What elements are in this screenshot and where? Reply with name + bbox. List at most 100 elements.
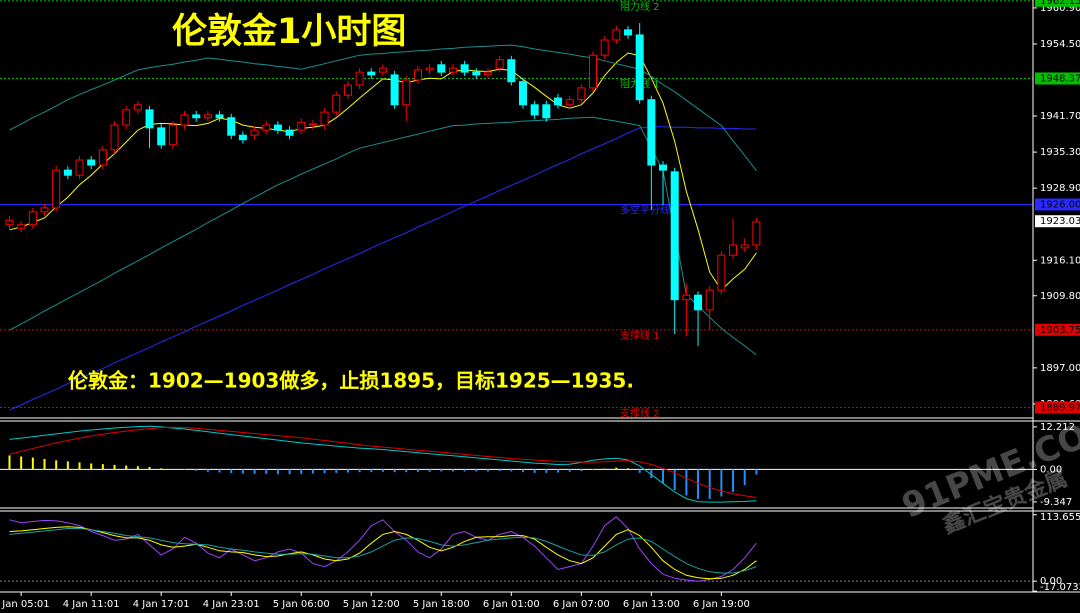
current-price-label: 1923.03: [1040, 216, 1080, 227]
indicator-line: [9, 526, 757, 580]
candle-body: [145, 109, 154, 129]
x-tick-label: 6 Jan 01:00: [483, 599, 540, 610]
y-tick-label: 0.00: [1040, 464, 1062, 475]
candle-body: [518, 81, 527, 106]
level-box: [1035, 401, 1080, 414]
candle-body: [273, 124, 282, 131]
level-name: 多空平分线: [620, 203, 670, 216]
y-tick-label: 1909.80: [1040, 291, 1080, 302]
candle-body: [262, 124, 271, 131]
y-tick-label: 1935.30: [1040, 147, 1080, 158]
level-value: 1903.75: [1040, 325, 1080, 336]
level-box: [1035, 323, 1080, 336]
candle-body: [425, 67, 434, 71]
level-value: 1926.00: [1040, 199, 1080, 210]
level-value: 1948.37: [1040, 73, 1080, 84]
candle-body: [647, 99, 656, 166]
level-box: [1035, 198, 1080, 211]
candle-body: [227, 117, 236, 136]
candle-body: [740, 244, 749, 249]
candle-body: [192, 114, 201, 119]
candle-body: [133, 104, 142, 111]
candle-body: [355, 71, 364, 86]
y-tick-label: -17.0732: [1040, 582, 1080, 593]
candle-body: [729, 244, 738, 256]
candle-body: [110, 124, 119, 151]
indicator-line: [9, 425, 757, 503]
candle-body: [402, 79, 411, 106]
candle-body: [332, 94, 341, 113]
indicator-line: [9, 426, 757, 499]
candle-body: [624, 29, 633, 36]
candle-body: [390, 74, 399, 106]
candle-body: [542, 104, 551, 119]
candle-body: [705, 289, 714, 311]
candle-body: [378, 67, 387, 73]
candle-body: [553, 97, 562, 106]
candle-body: [17, 224, 26, 229]
candle-body: [180, 114, 189, 126]
x-tick-label: 4 Jan 23:01: [203, 599, 260, 610]
candle-body: [98, 149, 107, 166]
candle-body: [203, 114, 212, 119]
level-value: 1889.97: [1040, 402, 1080, 413]
chart-title: 伦敦金1小时图: [172, 11, 406, 52]
candle-body: [717, 254, 726, 291]
candle-body: [577, 87, 586, 101]
x-tick-label: 4 Jan 11:01: [63, 599, 120, 610]
candle-body: [52, 169, 61, 209]
candle-body: [530, 104, 539, 116]
candle-body: [28, 211, 37, 226]
candle-body: [659, 164, 668, 171]
overlay-line: [9, 116, 757, 356]
candle-body: [250, 129, 259, 136]
candle-body: [157, 127, 166, 146]
candle-body: [297, 121, 306, 131]
candle-body: [75, 159, 84, 176]
candle-body: [589, 54, 597, 89]
candle-body: [238, 134, 247, 141]
candle-body: [472, 71, 481, 76]
x-tick-label: 5 Jan 06:00: [273, 599, 330, 610]
indicator-line: [9, 528, 757, 574]
candle-body: [367, 71, 376, 76]
candle-body: [752, 221, 761, 246]
y-tick-label: 1960.90: [1040, 3, 1080, 14]
current-price-box: [1035, 215, 1080, 228]
y-tick-label: 1897.00: [1040, 363, 1080, 374]
candle-body: [343, 84, 352, 96]
candle-body: [448, 67, 457, 73]
candle-body: [600, 39, 609, 56]
candle-body: [483, 71, 492, 76]
level-name: 支撑线 1: [620, 329, 660, 342]
candle-body: [87, 159, 96, 166]
candle-body: [495, 59, 504, 69]
candle-body: [40, 207, 49, 213]
candle-body: [5, 219, 14, 226]
x-tick-label: 6 Jan 07:00: [553, 599, 610, 610]
candle-body: [437, 64, 446, 73]
candle-body: [308, 123, 317, 126]
y-tick-label: 1928.90: [1040, 183, 1080, 194]
x-tick-label: 4 Jan 17:01: [133, 599, 190, 610]
candle-body: [122, 109, 131, 126]
candle-body: [635, 34, 644, 101]
y-tick-label: -9.347: [1040, 497, 1072, 508]
candle-body: [682, 294, 691, 301]
candle-body: [565, 99, 574, 106]
level-box: [1035, 72, 1080, 85]
level-name: 支撑线 2: [620, 406, 660, 419]
overlay-line: [9, 126, 757, 411]
candle-body: [460, 64, 469, 73]
level-box: [1035, 0, 1080, 7]
overlay-line: [9, 52, 757, 291]
candle-body: [413, 69, 422, 81]
y-tick-label: 12.212: [1040, 422, 1075, 433]
candle-body: [215, 114, 224, 119]
candle-body: [285, 129, 294, 136]
x-tick-label: 5 Jan 18:00: [413, 599, 470, 610]
candle-body: [694, 294, 703, 311]
x-tick-label: 6 Jan 13:00: [623, 599, 680, 610]
